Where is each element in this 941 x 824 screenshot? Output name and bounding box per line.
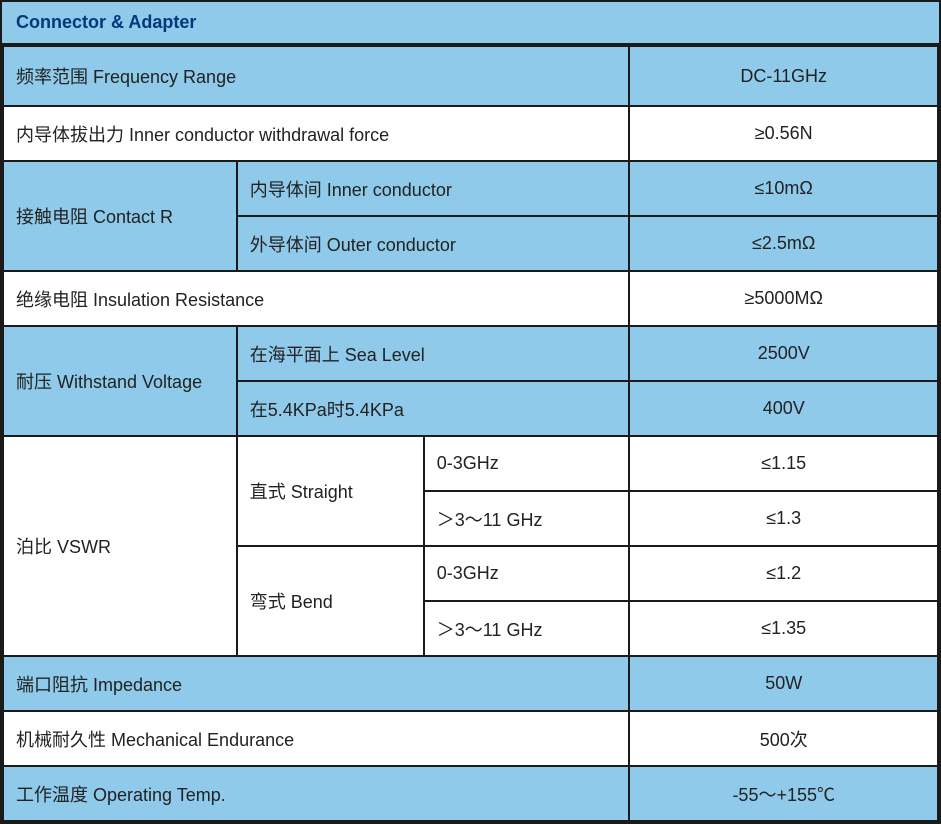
row-straight-311-value: ≤1.3 bbox=[629, 491, 938, 546]
row-impedance-value: 50W bbox=[629, 656, 938, 711]
row-straight-03-label: 0-3GHz bbox=[424, 436, 630, 491]
row-impedance-label: 端口阻抗 Impedance bbox=[3, 656, 629, 711]
row-freq-range-value: DC-11GHz bbox=[629, 46, 938, 106]
row-straight-03-value: ≤1.15 bbox=[629, 436, 938, 491]
row-bend-03-value: ≤1.2 bbox=[629, 546, 938, 601]
row-straight-label: 直式 Straight bbox=[237, 436, 424, 546]
spec-table-container: Connector & Adapter 频率范围 Frequency Range… bbox=[0, 0, 941, 824]
row-sea-level-label: 在海平面上 Sea Level bbox=[237, 326, 630, 381]
row-straight-311-label: ＞3～11 GHz bbox=[424, 491, 630, 546]
row-withdrawal-value: ≥0.56N bbox=[629, 106, 938, 161]
row-inner-cond-value: ≤10mΩ bbox=[629, 161, 938, 216]
row-bend-label: 弯式 Bend bbox=[237, 546, 424, 656]
row-bend-311-value: ≤1.35 bbox=[629, 601, 938, 656]
row-sea-level-value: 2500V bbox=[629, 326, 938, 381]
row-kpa-label: 在5.4KPa时5.4KPa bbox=[237, 381, 630, 436]
row-vswr-label: 泊比 VSWR bbox=[3, 436, 237, 656]
row-kpa-value: 400V bbox=[629, 381, 938, 436]
row-contact-r-label: 接触电阻 Contact R bbox=[3, 161, 237, 271]
spec-table: 频率范围 Frequency Range DC-11GHz 内导体拔出力 Inn… bbox=[2, 45, 939, 822]
row-bend-03-label: 0-3GHz bbox=[424, 546, 630, 601]
row-endurance-value: 500次 bbox=[629, 711, 938, 766]
row-insulation-value: ≥5000MΩ bbox=[629, 271, 938, 326]
table-header: Connector & Adapter bbox=[2, 2, 939, 45]
row-withdrawal-label: 内导体拔出力 Inner conductor withdrawal force bbox=[3, 106, 629, 161]
row-outer-cond-value: ≤2.5mΩ bbox=[629, 216, 938, 271]
row-bend-311-label: ＞3～11 GHz bbox=[424, 601, 630, 656]
row-outer-cond-label: 外导体间 Outer conductor bbox=[237, 216, 630, 271]
row-withstand-label: 耐压 Withstand Voltage bbox=[3, 326, 237, 436]
row-insulation-label: 绝缘电阻 Insulation Resistance bbox=[3, 271, 629, 326]
row-temp-value: -55～+155℃ bbox=[629, 766, 938, 821]
row-inner-cond-label: 内导体间 Inner conductor bbox=[237, 161, 630, 216]
row-endurance-label: 机械耐久性 Mechanical Endurance bbox=[3, 711, 629, 766]
row-freq-range-label: 频率范围 Frequency Range bbox=[3, 46, 629, 106]
row-temp-label: 工作温度 Operating Temp. bbox=[3, 766, 629, 821]
